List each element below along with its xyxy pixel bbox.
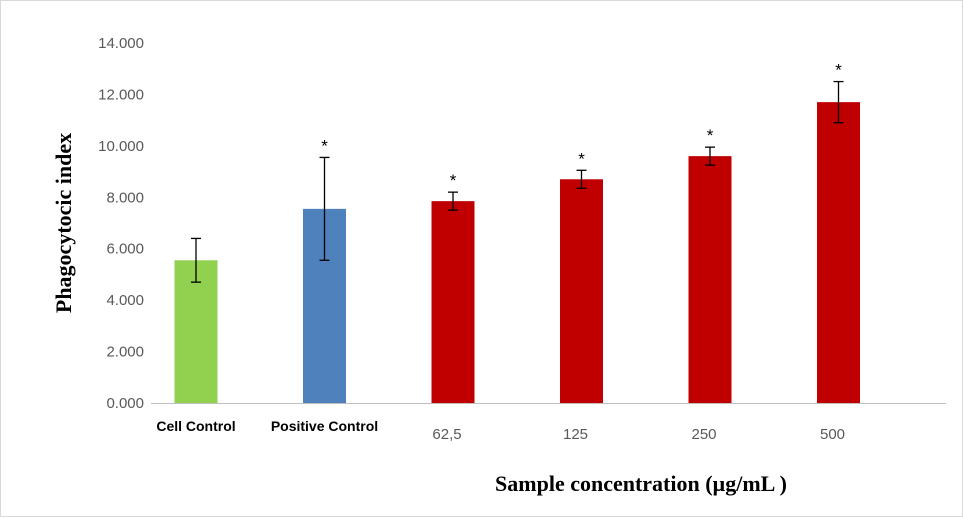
x-tick-label: 250 [691, 426, 716, 443]
significance-star: * [321, 136, 328, 155]
x-tick-label: 500 [820, 426, 845, 443]
y-axis-ticks: 0.000 2.000 4.000 6.000 8.000 10.000 12.000 14.… [98, 35, 144, 412]
significance-star: * [707, 126, 714, 145]
y-tick-label: 0.000 [106, 395, 144, 412]
y-tick-label: 14.000 [98, 35, 144, 52]
bars [174, 102, 860, 404]
significance-star: * [450, 171, 457, 190]
bar [174, 260, 218, 403]
x-axis-labels: Cell Control Positive Control 62,5 125 250 50… [156, 418, 845, 443]
y-tick-label: 10.000 [98, 138, 144, 155]
error-bars [191, 80, 844, 283]
error-bar [705, 146, 715, 166]
x-tick-label: Positive Control [271, 418, 378, 434]
x-axis-title: Sample concentration (µg/mL ) [495, 471, 787, 496]
bar [817, 102, 860, 404]
y-tick-label: 6.000 [106, 241, 144, 258]
y-tick-label: 8.000 [106, 189, 144, 206]
bar [688, 156, 732, 403]
y-tick-label: 12.000 [98, 86, 144, 103]
bar [431, 201, 475, 403]
significance-markers: * * * * * [321, 61, 842, 191]
error-bar [319, 156, 330, 261]
y-tick-label: 2.000 [106, 344, 144, 361]
x-tick-label: 62,5 [432, 426, 461, 443]
significance-star: * [835, 61, 842, 80]
x-tick-label: 125 [563, 426, 588, 443]
x-tick-label: Cell Control [156, 418, 235, 434]
error-bar [448, 191, 458, 211]
y-tick-label: 4.000 [106, 292, 144, 309]
error-bar [576, 169, 587, 189]
significance-star: * [578, 149, 585, 168]
error-bar [191, 237, 201, 283]
y-axis-title: Phagocytocic index [51, 133, 76, 313]
bar [560, 179, 603, 403]
error-bar [833, 80, 844, 124]
